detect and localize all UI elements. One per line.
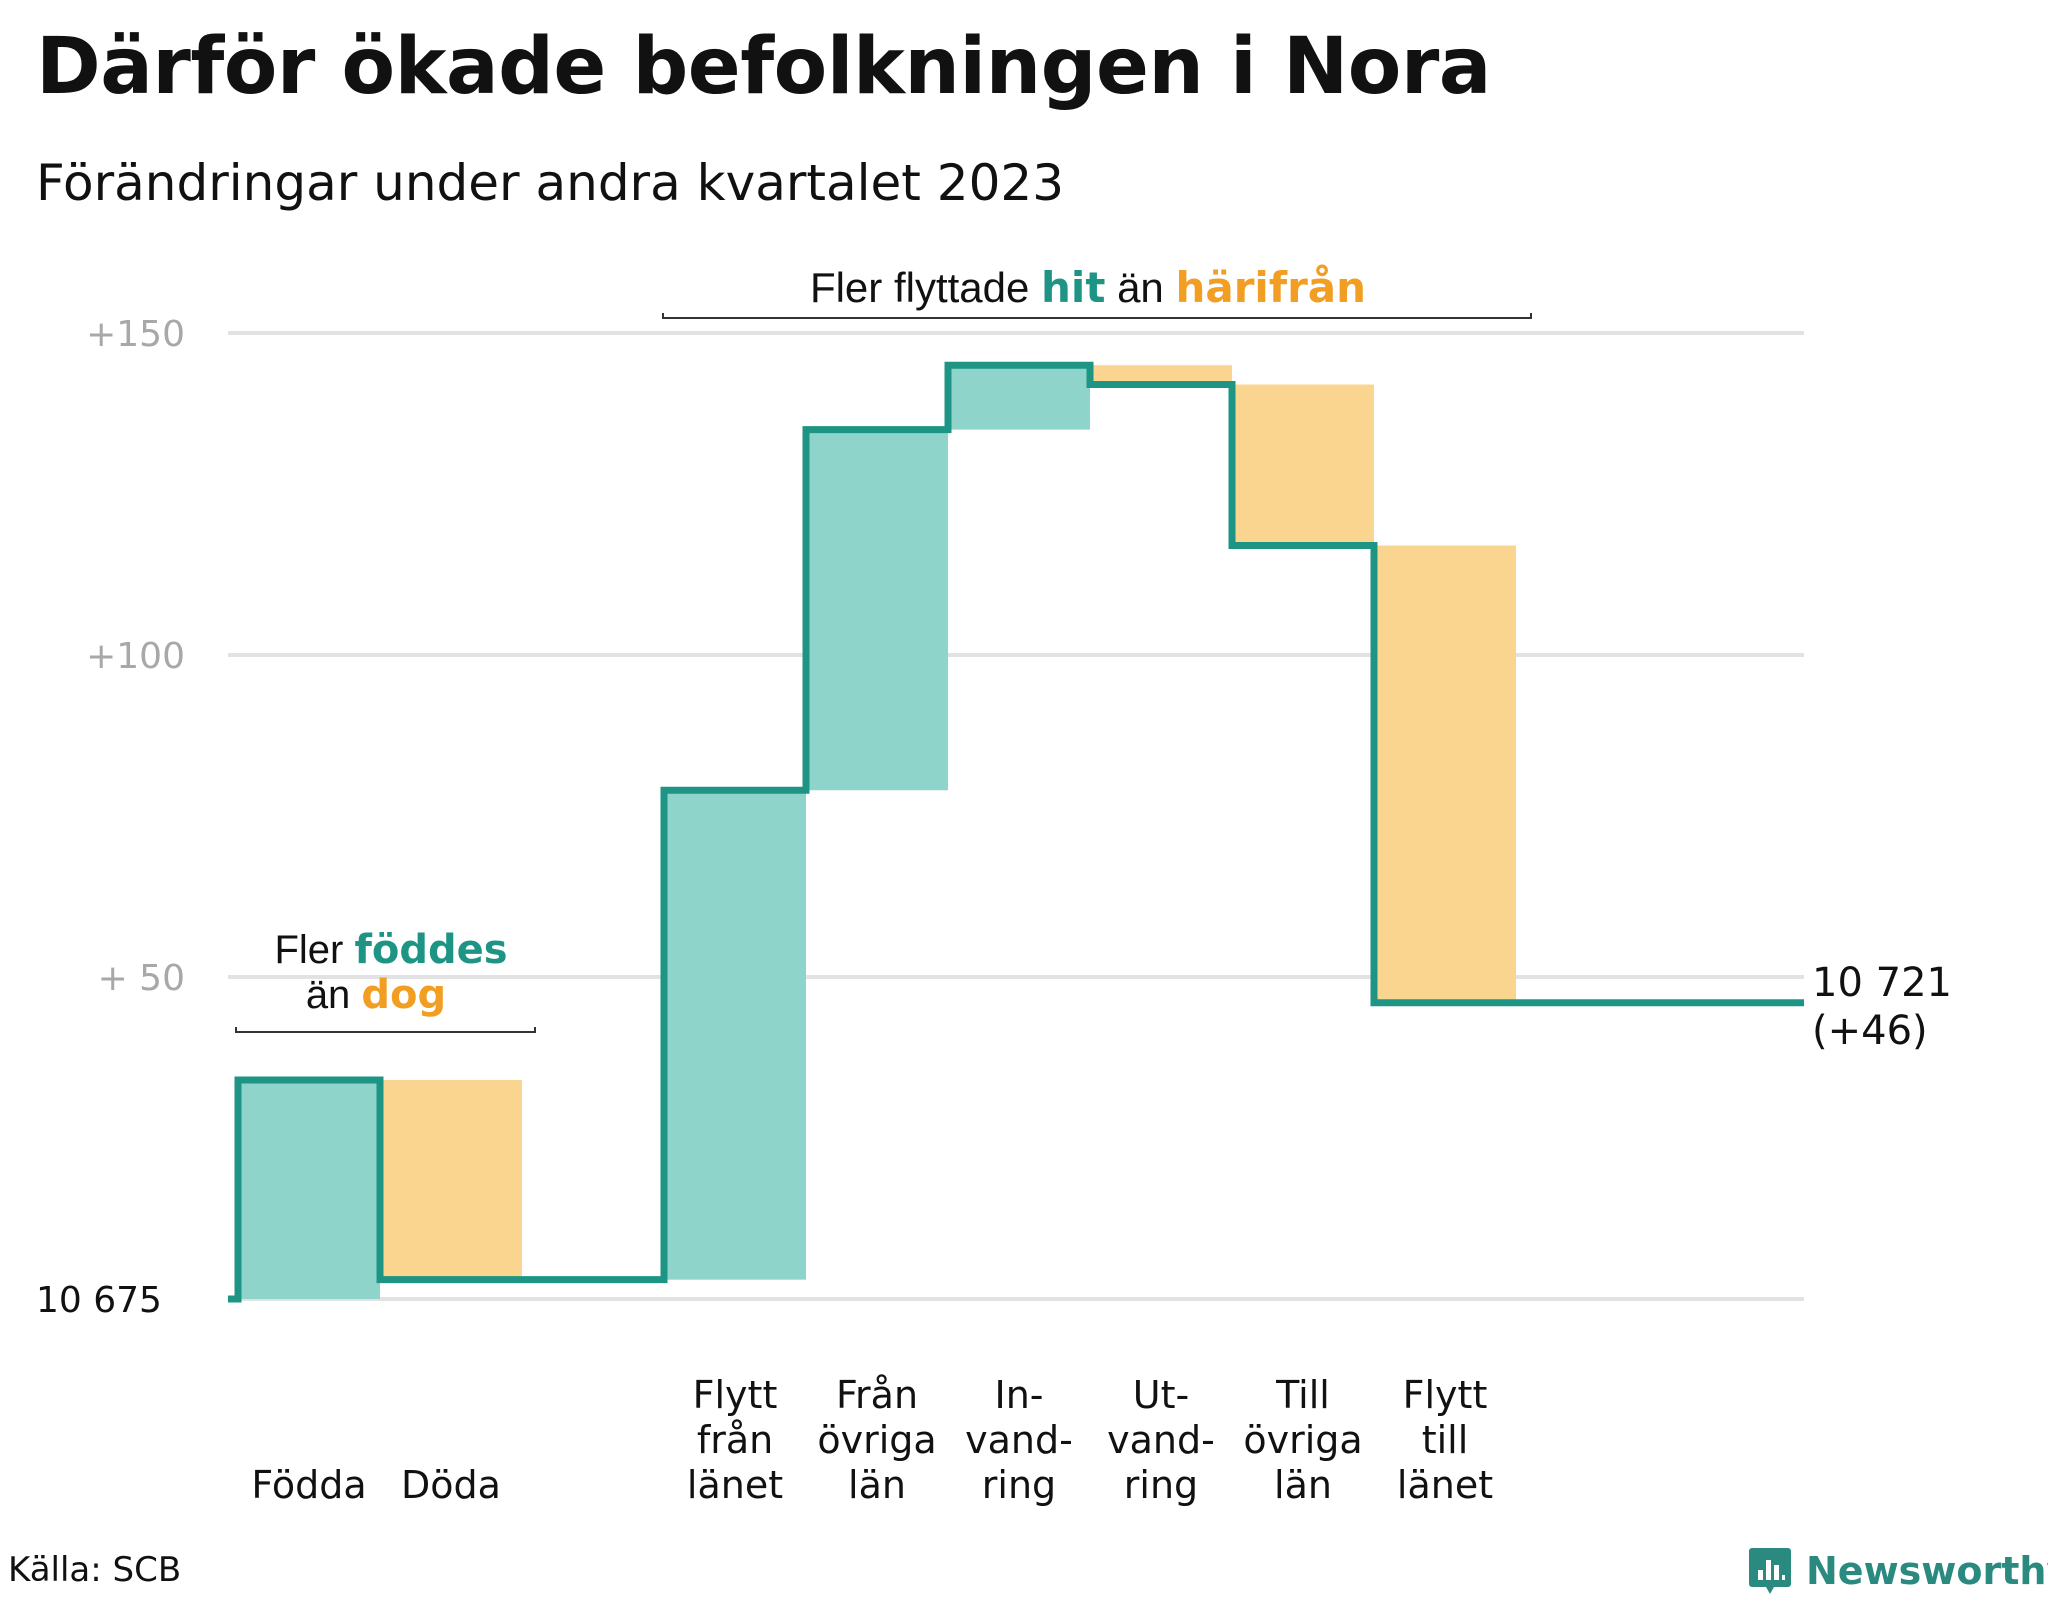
x-category-label: länet [1397,1463,1493,1507]
chart-title: Därför ökade befolkningen i Nora [36,22,1491,112]
newsworthy-bar-chart-icon [1749,1548,1791,1594]
x-category-label: Från [836,1373,918,1417]
final-value-label: 10 721 [1812,960,1952,1006]
final-change-label: (+46) [1812,1008,1928,1054]
x-category-label: vand- [965,1418,1073,1462]
annotation-births: Fler föddes [274,927,507,973]
bar-decrease [1090,365,1232,385]
x-category-label: Ut- [1133,1373,1189,1417]
bar-decrease [1374,545,1516,1003]
brand-logo: Newsworthy [1748,1546,2048,1596]
annotation-migration: Fler flyttade hit än härifrån [810,263,1366,312]
x-category-label: län [848,1463,906,1507]
x-category-label: ring [1124,1463,1198,1507]
chart-subtitle: Förändringar under andra kvartalet 2023 [36,154,1065,212]
x-category-label: Döda [401,1463,501,1507]
x-category-label: övriga [1243,1418,1362,1462]
bar-increase [806,429,948,791]
bar-increase [238,1080,380,1299]
x-category-label: Till [1275,1373,1330,1417]
x-category-label: övriga [817,1418,936,1462]
x-category-label: Flytt [693,1373,778,1417]
bar-decrease [1232,384,1374,546]
y-tick-label: + 50 [98,958,185,999]
base-value-label: 10 675 [36,1280,162,1321]
x-category-label: ring [982,1463,1056,1507]
bar-increase [948,365,1090,430]
x-category-label: Flytt [1403,1373,1488,1417]
x-category-label: In- [994,1373,1043,1417]
x-category-label: från [697,1418,773,1462]
annotation-bracket-migration [662,313,1532,319]
annotation-bracket-births [235,1027,536,1033]
x-category-label: till [1422,1418,1469,1462]
source-note: Källa: SCB [8,1550,182,1590]
bar-decrease [380,1080,522,1280]
brand-name: Newsworthy [1806,1549,2048,1593]
y-tick-label: +100 [86,636,185,677]
x-category-label: länet [687,1463,783,1507]
y-tick-label: +150 [86,314,185,355]
x-category-label: Födda [251,1463,366,1507]
cumulative-step-line [228,361,1804,1303]
x-category-label: län [1274,1463,1332,1507]
annotation-births-2: än dog [306,972,446,1018]
x-category-label: vand- [1107,1418,1215,1462]
bar-increase [664,790,806,1280]
